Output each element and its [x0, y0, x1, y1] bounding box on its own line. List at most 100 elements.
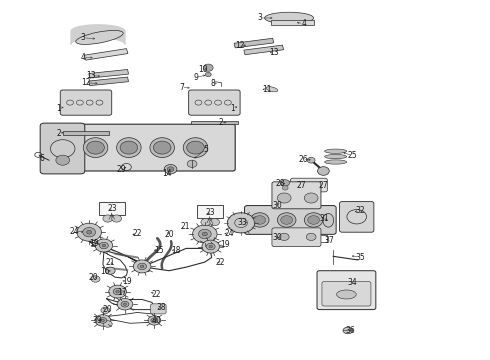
Bar	[234, 38, 274, 48]
Ellipse shape	[325, 149, 347, 153]
Text: 2: 2	[56, 129, 61, 138]
Bar	[244, 45, 284, 55]
Bar	[271, 20, 314, 25]
Text: 6: 6	[39, 154, 44, 163]
Text: 2: 2	[218, 118, 223, 127]
Text: 21: 21	[105, 258, 115, 267]
Text: 5: 5	[203, 145, 208, 154]
Circle shape	[151, 318, 158, 323]
Text: 21: 21	[180, 222, 190, 231]
Bar	[191, 121, 238, 124]
Circle shape	[281, 216, 293, 224]
Text: 27: 27	[296, 180, 306, 189]
Circle shape	[91, 276, 100, 282]
Circle shape	[95, 239, 113, 252]
Text: 20: 20	[102, 305, 112, 314]
Circle shape	[113, 288, 122, 295]
Bar	[89, 77, 128, 86]
Circle shape	[95, 315, 111, 326]
Circle shape	[101, 319, 104, 321]
Circle shape	[318, 167, 329, 175]
Circle shape	[123, 303, 126, 305]
Ellipse shape	[304, 213, 323, 227]
Circle shape	[121, 301, 129, 307]
Text: 19: 19	[122, 277, 132, 286]
Text: 15: 15	[154, 246, 164, 255]
Text: 4: 4	[81, 53, 86, 62]
Text: 1: 1	[230, 104, 235, 112]
Text: 17: 17	[117, 288, 126, 297]
Circle shape	[304, 193, 318, 203]
Circle shape	[133, 260, 151, 273]
Circle shape	[120, 141, 138, 154]
Text: 19: 19	[220, 240, 230, 249]
Text: 38: 38	[157, 303, 167, 312]
Text: 22: 22	[216, 258, 225, 266]
Circle shape	[282, 186, 288, 190]
Circle shape	[187, 160, 197, 167]
Bar	[84, 49, 128, 60]
Text: 23: 23	[108, 204, 118, 213]
Circle shape	[153, 141, 171, 154]
Bar	[63, 131, 109, 135]
Circle shape	[210, 219, 220, 226]
Circle shape	[254, 216, 266, 224]
Ellipse shape	[325, 160, 347, 164]
Circle shape	[201, 219, 211, 226]
Circle shape	[103, 215, 113, 222]
Circle shape	[281, 180, 290, 186]
Text: 9: 9	[194, 73, 198, 82]
Ellipse shape	[265, 12, 314, 24]
Circle shape	[138, 263, 147, 270]
FancyBboxPatch shape	[291, 178, 327, 192]
Text: 40: 40	[152, 316, 162, 325]
Circle shape	[187, 141, 204, 154]
Text: 3: 3	[257, 13, 262, 22]
FancyBboxPatch shape	[197, 205, 223, 218]
Circle shape	[109, 285, 126, 298]
Text: 14: 14	[162, 169, 172, 178]
Circle shape	[101, 307, 110, 314]
Circle shape	[112, 215, 122, 222]
Text: 12: 12	[81, 78, 91, 87]
Circle shape	[209, 245, 213, 248]
Circle shape	[153, 319, 156, 321]
Ellipse shape	[325, 154, 347, 159]
FancyBboxPatch shape	[317, 271, 376, 310]
Text: 19: 19	[89, 238, 99, 248]
FancyBboxPatch shape	[189, 90, 240, 115]
Circle shape	[164, 165, 177, 174]
Circle shape	[227, 213, 255, 233]
FancyBboxPatch shape	[40, 123, 85, 174]
Text: 28: 28	[275, 179, 285, 188]
Circle shape	[167, 167, 174, 172]
Text: 35: 35	[355, 253, 365, 261]
Text: 29: 29	[117, 165, 126, 174]
FancyBboxPatch shape	[272, 228, 321, 247]
Ellipse shape	[83, 138, 108, 158]
Bar	[89, 69, 128, 78]
Circle shape	[148, 316, 161, 325]
Text: 27: 27	[318, 181, 328, 190]
Circle shape	[87, 141, 104, 154]
Text: 22: 22	[132, 229, 142, 238]
Ellipse shape	[266, 87, 278, 92]
Text: 24: 24	[70, 227, 79, 236]
FancyBboxPatch shape	[60, 90, 112, 115]
Circle shape	[306, 233, 316, 240]
Circle shape	[77, 223, 101, 241]
Text: 12: 12	[235, 40, 245, 49]
Text: 39: 39	[92, 316, 102, 325]
Text: 8: 8	[211, 79, 216, 88]
Circle shape	[203, 64, 213, 71]
Ellipse shape	[76, 31, 123, 44]
Text: 1: 1	[56, 104, 61, 112]
Polygon shape	[71, 25, 125, 44]
Text: 20: 20	[164, 230, 174, 239]
Text: 37: 37	[324, 235, 334, 245]
Text: 13: 13	[86, 71, 96, 80]
Circle shape	[56, 155, 70, 165]
Circle shape	[103, 321, 112, 327]
Text: 7: 7	[179, 83, 184, 91]
Text: 13: 13	[270, 48, 279, 57]
